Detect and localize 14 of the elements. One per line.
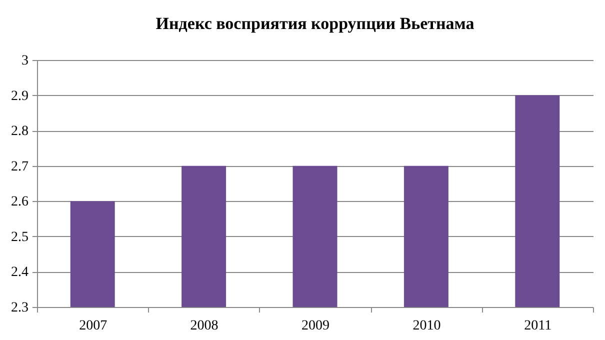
x-tick-label: 2010 bbox=[412, 318, 441, 334]
y-tick-label: 2.9 bbox=[11, 88, 28, 104]
chart-title: Индекс восприятия коррупции Вьетнама bbox=[156, 14, 475, 33]
y-tick-label: 2.3 bbox=[11, 300, 28, 316]
x-tick-label: 2007 bbox=[79, 318, 108, 334]
y-tick-label: 2.7 bbox=[11, 159, 28, 174]
y-tick-label: 2.6 bbox=[11, 194, 28, 210]
x-tick-label: 2009 bbox=[302, 318, 330, 334]
y-tick-label: 3 bbox=[22, 54, 28, 68]
x-tick-label: 2008 bbox=[190, 318, 218, 334]
x-tick-label: 2011 bbox=[524, 318, 552, 334]
y-tick-label: 2.8 bbox=[11, 124, 28, 140]
y-tick-label: 2.4 bbox=[11, 265, 28, 280]
y-tick-label: 2.5 bbox=[11, 230, 28, 245]
